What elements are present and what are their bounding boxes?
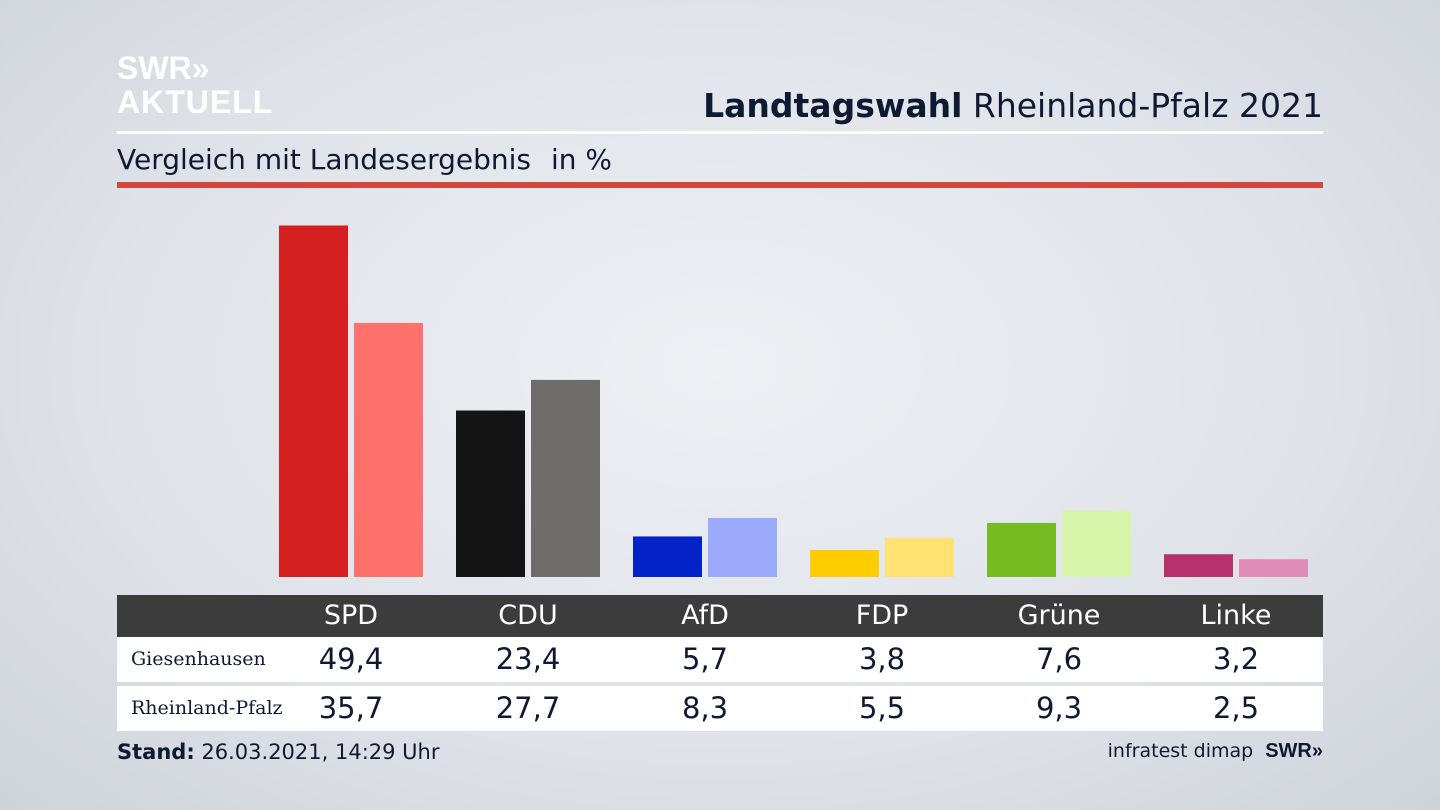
timestamp: Stand: 26.03.2021, 14:29 Uhr: [117, 740, 440, 764]
subtitle-text: Vergleich mit Landesergebnis: [117, 143, 531, 176]
header-afd: AfD: [681, 600, 729, 631]
value-spd: 35,7: [318, 691, 384, 725]
bar-linke-giesenhausen: [1164, 554, 1233, 577]
bar-grüne-rheinland-pfalz: [1062, 510, 1131, 577]
row-label: Giesenhausen: [131, 648, 266, 670]
bar-afd-giesenhausen: [633, 536, 702, 577]
value-grüne: 9,3: [1035, 691, 1083, 725]
bar-afd-rheinland-pfalz: [708, 517, 777, 577]
value-cdu: 23,4: [495, 642, 561, 676]
row-label: Rheinland-Pfalz: [131, 697, 283, 719]
header-grüne: Grüne: [1017, 600, 1101, 631]
bar-chart: [279, 225, 1308, 577]
bar-cdu-giesenhausen: [456, 410, 525, 577]
subtitle-unit: in %: [550, 143, 613, 176]
accent-divider: [117, 182, 1323, 188]
source-text: infratest dimap: [1107, 740, 1254, 762]
header-spd: SPD: [323, 600, 379, 631]
bar-spd-giesenhausen: [279, 225, 348, 577]
header-cdu: CDU: [498, 600, 558, 631]
stand-value: 26.03.2021, 14:29 Uhr: [194, 740, 440, 764]
bar-fdp-rheinland-pfalz: [885, 537, 954, 577]
bar-spd-rheinland-pfalz: [354, 322, 423, 577]
value-afd: 5,7: [681, 642, 729, 676]
bar-cdu-rheinland-pfalz: [531, 379, 600, 577]
bar-fdp-giesenhausen: [810, 549, 879, 577]
table-row: Giesenhausen 49,4 23,4 5,7 3,8 7,6 3,2: [117, 637, 1323, 682]
header-fdp: FDP: [855, 600, 909, 631]
value-spd: 49,4: [318, 642, 384, 676]
stand-label: Stand:: [117, 740, 195, 764]
value-cdu: 27,7: [495, 691, 561, 725]
bar-grüne-giesenhausen: [987, 522, 1056, 577]
value-fdp: 3,8: [858, 642, 906, 676]
table-row: Rheinland-Pfalz 35,7 27,7 8,3 5,5 9,3 2,5: [117, 686, 1323, 731]
chart-subtitle: Vergleich mit Landesergebnis in %: [117, 143, 612, 176]
value-linke: 3,2: [1212, 642, 1260, 676]
title-bold: Landtagswahl: [703, 86, 963, 125]
value-afd: 8,3: [681, 691, 729, 725]
value-fdp: 5,5: [858, 691, 906, 725]
swr-aktuell-logo: SWR» AKTUELL: [117, 52, 273, 118]
header-linke: Linke: [1200, 600, 1272, 631]
results-table: SPD CDU AfD FDP Grüne Linke Giesenhausen 49,4 2…: [117, 595, 1323, 731]
value-grüne: 7,6: [1035, 642, 1083, 676]
title-rest: Rheinland-Pfalz 2021: [962, 86, 1323, 125]
page-title: Landtagswahl Rheinland-Pfalz 2021: [703, 86, 1323, 125]
table-header: SPD CDU AfD FDP Grüne Linke: [117, 595, 1323, 637]
bar-linke-rheinland-pfalz: [1239, 559, 1308, 577]
logo-line-1: SWR»: [117, 50, 210, 86]
value-linke: 2,5: [1212, 691, 1260, 725]
source-brand-logo: SWR»: [1265, 740, 1323, 762]
title-divider: [117, 131, 1323, 134]
source: infratest dimap SWR»: [1108, 740, 1323, 763]
logo-line-2: AKTUELL: [117, 84, 274, 120]
